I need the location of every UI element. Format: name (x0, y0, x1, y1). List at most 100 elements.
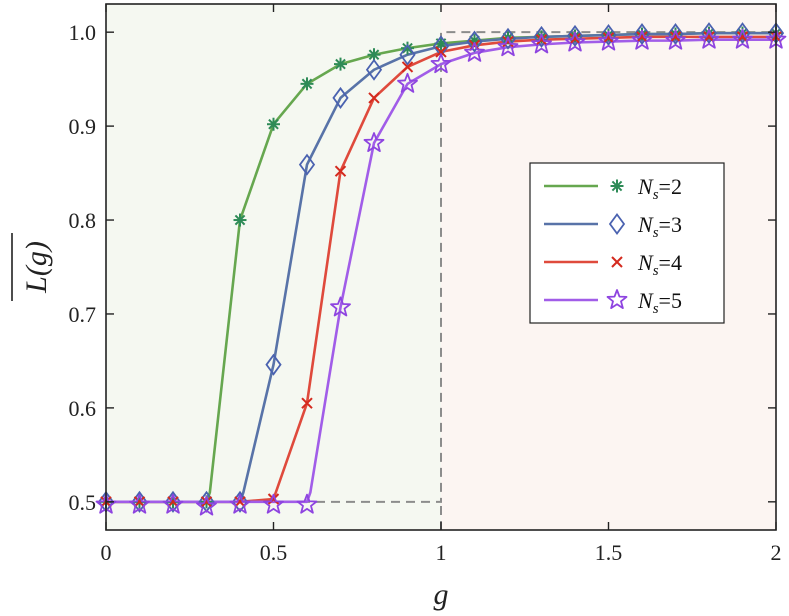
series-line-5 (106, 38, 776, 504)
data-point-3-shape (700, 22, 718, 45)
data-point-4 (535, 33, 548, 46)
data-point-4 (234, 496, 246, 508)
data-point-5 (229, 493, 251, 514)
y-tick-label: 0.5 (69, 490, 97, 515)
y-tick-label: 1.0 (69, 20, 97, 45)
y-tick-label: 0.6 (69, 396, 97, 421)
legend-marker-3 (608, 212, 626, 236)
data-point-3-shape (734, 22, 751, 45)
data-point-5-shape (531, 33, 552, 54)
data-point-5-shape (229, 493, 251, 514)
data-point-3-shape (265, 353, 282, 376)
data-point-3 (499, 27, 517, 50)
data-point-2 (300, 77, 314, 91)
data-point-2 (233, 213, 247, 227)
data-point-3-shape (365, 58, 383, 81)
data-point-3 (131, 490, 148, 513)
data-point-4 (502, 35, 514, 48)
y-tick-label: 0.9 (69, 114, 97, 139)
data-point-3 (600, 23, 617, 47)
data-point-4 (267, 493, 280, 505)
data-point-5-shape (732, 28, 753, 49)
data-point-5-shape (464, 41, 485, 62)
data-point-2-stroke (268, 118, 279, 130)
data-point-2 (267, 117, 280, 131)
data-point-5 (732, 28, 753, 49)
data-point-5 (698, 28, 720, 49)
data-point-5-shape (129, 493, 150, 514)
data-point-2-stroke (402, 42, 413, 54)
data-point-5 (363, 132, 385, 153)
data-point-5-shape (296, 493, 318, 514)
x-axis-label: g (434, 578, 449, 611)
data-point-3 (734, 22, 751, 45)
data-point-5 (330, 296, 351, 317)
data-point-3-shape (231, 490, 249, 513)
data-point-5-shape (631, 29, 653, 50)
data-point-4-stroke (535, 33, 548, 46)
data-point-3 (164, 490, 182, 513)
data-point-3 (533, 25, 550, 48)
data-point-5-shape (330, 296, 351, 317)
data-point-4 (133, 496, 146, 508)
data-point-4 (368, 92, 380, 104)
data-point-5-shape (162, 493, 184, 514)
data-point-5 (598, 30, 619, 51)
data-point-4-stroke (669, 31, 682, 43)
data-point-4 (200, 496, 213, 508)
data-point-4-stroke (167, 496, 179, 508)
legend-label-4: Ns=4 (637, 250, 682, 279)
data-point-4-stroke (133, 496, 146, 508)
data-point-5 (464, 41, 485, 62)
data-point-5 (531, 33, 552, 54)
data-point-3 (566, 24, 584, 47)
legend-marker-2-stroke (611, 180, 623, 192)
data-point-3 (399, 43, 416, 66)
data-point-3-shape (600, 23, 617, 47)
data-point-5-shape (363, 132, 385, 153)
data-point-5-shape (263, 493, 284, 514)
y-tick-label: 0.8 (69, 208, 97, 233)
data-point-3-shape (399, 43, 416, 66)
data-point-5-shape (698, 28, 720, 49)
data-point-2-stroke (368, 49, 380, 61)
data-point-4-stroke (401, 61, 414, 73)
data-point-4-stroke (602, 32, 615, 44)
data-point-5-shape (430, 53, 452, 74)
data-point-3 (265, 353, 282, 376)
data-point-4-stroke (368, 92, 380, 104)
data-point-5 (162, 493, 184, 514)
data-point-4 (736, 31, 749, 43)
data-point-4-stroke (435, 46, 447, 58)
legend-marker-4-stroke (611, 256, 623, 268)
data-point-2-stroke (301, 78, 313, 90)
data-point-4-stroke (334, 165, 347, 177)
legend-marker-3-shape (608, 212, 626, 236)
y-axis-label: L(g) (20, 241, 53, 294)
data-point-4-stroke (502, 35, 514, 48)
data-point-5-shape (397, 72, 418, 93)
y-tick-label: 0.7 (69, 302, 97, 327)
data-point-4-stroke (267, 493, 280, 505)
data-point-5-shape (196, 495, 217, 516)
data-point-4 (167, 496, 179, 508)
data-point-4-stroke (569, 33, 581, 45)
y-axis-ticks: 0.5 0.6 0.7 0.8 0.9 1.0 (69, 20, 776, 515)
data-point-2-stroke (234, 214, 246, 226)
data-point-3-shape (667, 23, 684, 46)
data-point-4 (703, 31, 715, 43)
data-point-5 (497, 36, 519, 57)
data-point-3 (466, 30, 483, 53)
data-point-5 (129, 493, 150, 514)
data-point-4 (669, 31, 682, 43)
data-point-5-shape (564, 31, 586, 52)
legend-label-3: Ns=3 (637, 212, 682, 241)
data-point-4 (636, 31, 648, 43)
legend-marker-5 (606, 289, 628, 309)
data-point-3-shape (633, 23, 651, 46)
x-tick-label: 2 (771, 540, 782, 565)
data-point-4-stroke (200, 496, 213, 508)
x-tick-label: 0 (101, 540, 112, 565)
data-point-4 (401, 61, 414, 73)
data-point-4 (334, 165, 347, 177)
